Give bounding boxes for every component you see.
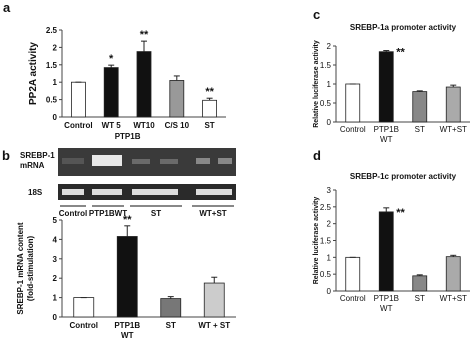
y-axis-label: Relative luciferase activity xyxy=(313,40,320,128)
bar xyxy=(203,282,225,318)
y-tick-label: 2 xyxy=(53,43,58,52)
blot-row-label: SREBP-1 mRNA xyxy=(20,151,55,170)
chart-title: SREBP-1c promoter activity xyxy=(350,172,457,181)
y-tick-label: 1 xyxy=(53,78,58,87)
bar xyxy=(202,99,218,118)
significance-mark: * xyxy=(109,53,114,65)
x-tick-label: WT10 xyxy=(133,121,155,130)
lane-label: PTP1BWT xyxy=(89,209,127,218)
y-tick-label: 2 xyxy=(327,42,332,51)
band xyxy=(92,155,122,166)
x-tick-label: WT+ST xyxy=(440,294,467,303)
y-tick-label: 0 xyxy=(53,313,58,322)
bar xyxy=(445,86,461,123)
bar xyxy=(412,91,428,123)
western-blot xyxy=(58,148,236,207)
panel-letter: b xyxy=(2,148,10,163)
band xyxy=(132,159,150,164)
bar xyxy=(345,256,361,292)
x-tick-label: WT+ST xyxy=(440,125,467,134)
band xyxy=(62,189,84,195)
bar xyxy=(136,51,152,118)
y-tick-label: 2.5 xyxy=(46,26,58,35)
y-tick-label: 2 xyxy=(53,274,58,283)
y-tick-label: 2 xyxy=(327,220,332,229)
lane-label: WT+ST xyxy=(199,209,226,218)
panel-letter: a xyxy=(3,0,11,15)
y-tick-label: 1.5 xyxy=(46,61,58,70)
group-label: PTP1B xyxy=(115,132,141,141)
x-tick-label: ST xyxy=(166,321,176,330)
bar xyxy=(169,80,185,118)
significance-mark: ** xyxy=(123,214,132,226)
bar xyxy=(445,256,461,292)
x-tick-label: Control xyxy=(70,321,98,330)
x-tick-label: C/S 10 xyxy=(165,121,190,130)
bar xyxy=(345,83,361,123)
y-tick-label: 3 xyxy=(53,255,58,264)
significance-mark: ** xyxy=(396,47,405,59)
y-tick-label: 1 xyxy=(53,294,58,303)
x-tick-label: Control xyxy=(64,121,92,130)
x-tick-label: WT 5 xyxy=(102,121,122,130)
x-tick-label: PTP1B WT xyxy=(374,125,399,144)
y-tick-label: 0 xyxy=(53,113,58,122)
y-axis-label: SREBP-1 mRNA content(fold-stimulation) xyxy=(16,222,35,314)
y-tick-label: 1.5 xyxy=(320,237,332,246)
y-tick-label: 3 xyxy=(327,186,332,195)
significance-mark: ** xyxy=(396,207,405,219)
bar xyxy=(71,81,86,118)
band xyxy=(196,189,232,195)
bar xyxy=(378,211,394,292)
band xyxy=(160,159,178,164)
bar xyxy=(116,236,138,318)
lane-label: ST xyxy=(151,209,161,218)
x-tick-label: WT + ST xyxy=(198,321,230,330)
x-tick-label: ST xyxy=(204,121,214,130)
y-axis-label: PP2A activity xyxy=(28,42,39,105)
y-tick-label: 0.5 xyxy=(320,99,332,108)
panel-letter: c xyxy=(313,7,320,22)
lane-label: Control xyxy=(59,209,87,218)
x-tick-label: PTP1B WT xyxy=(114,321,140,340)
y-tick-label: 0.5 xyxy=(320,270,332,279)
chart-title: SREBP-1a promoter activity xyxy=(350,23,457,32)
x-tick-label: PTP1B WT xyxy=(374,294,399,313)
x-tick-label: ST xyxy=(415,294,425,303)
y-tick-label: 5 xyxy=(53,216,58,225)
band xyxy=(196,158,210,164)
x-tick-label: ST xyxy=(415,125,425,134)
band xyxy=(62,158,84,164)
bar xyxy=(103,67,119,118)
band xyxy=(132,189,178,195)
y-tick-label: 0 xyxy=(327,287,332,296)
blot-row-label: 18S xyxy=(28,188,43,197)
panel-letter: d xyxy=(313,148,321,163)
y-tick-label: 0.5 xyxy=(46,96,58,105)
bar xyxy=(160,298,182,318)
band xyxy=(218,158,232,164)
y-tick-label: 0 xyxy=(327,118,332,127)
bar xyxy=(412,275,428,292)
y-tick-label: 4 xyxy=(53,235,58,244)
x-tick-label: Control xyxy=(340,294,366,303)
x-tick-label: Control xyxy=(340,125,366,134)
significance-mark: ** xyxy=(140,29,149,41)
bar xyxy=(73,297,95,318)
y-tick-label: 1 xyxy=(327,80,332,89)
y-tick-label: 2.5 xyxy=(320,203,332,212)
y-axis-label: Relative luciferase activity xyxy=(313,197,320,285)
bar xyxy=(378,51,394,123)
band xyxy=(92,189,122,195)
y-tick-label: 1.5 xyxy=(320,61,332,70)
y-tick-label: 1 xyxy=(327,253,332,262)
significance-mark: ** xyxy=(205,86,214,98)
